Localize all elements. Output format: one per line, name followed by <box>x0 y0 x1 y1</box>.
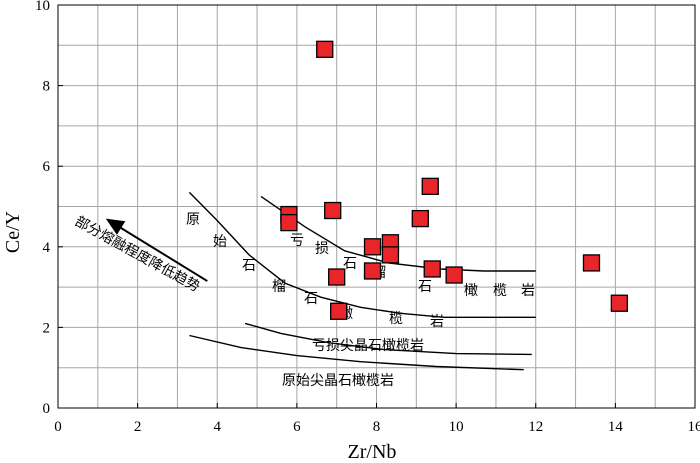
y-axis-title: Ce/Y <box>2 211 24 253</box>
primitive-garnet-label-char: 石 <box>304 291 318 307</box>
depleted-garnet-label-char: 亏 <box>290 233 304 249</box>
data-point <box>324 201 342 220</box>
trend-arrow-line <box>120 227 208 282</box>
data-point <box>330 302 348 320</box>
axis-ticks: 0 2 4 6 8 10 12 14 16 0 2 4 6 8 10 <box>35 0 700 435</box>
depleted-garnet-label-char: 石 <box>343 256 357 272</box>
x-tick-label: 8 <box>373 419 381 435</box>
x-tick-label: 6 <box>293 419 301 435</box>
y-tick-label: 10 <box>35 0 50 14</box>
depleted-garnet-label-char: 榄 <box>493 283 507 299</box>
data-point <box>582 254 601 272</box>
boundary-curve <box>244 322 532 356</box>
primitive-garnet-label-char: 岩 <box>430 314 444 330</box>
x-tick-label: 16 <box>688 419 700 435</box>
y-tick-label: 8 <box>43 79 51 95</box>
primitive-garnet-label-char: 始 <box>213 234 227 250</box>
melting-trend-arrow <box>105 218 208 282</box>
depleted-garnet-label-char: 橄 <box>464 283 478 299</box>
data-point <box>363 238 382 256</box>
primitive-garnet-label-char: 榄 <box>389 311 403 327</box>
primitive-garnet-label-char: 原 <box>186 212 200 228</box>
grid-lines <box>58 5 695 408</box>
data-point <box>280 213 298 232</box>
data-point <box>328 268 346 286</box>
data-point <box>381 246 400 264</box>
depleted-garnet-label-char: 石 <box>418 279 432 295</box>
y-tick-label: 4 <box>43 240 51 256</box>
x-tick-label: 10 <box>449 419 464 435</box>
primitive-spinel-label: 原始尖晶石橄榄岩 <box>282 373 394 389</box>
x-axis-title: Zr/Nb <box>348 441 397 463</box>
boundary-curve <box>188 191 536 318</box>
data-point <box>423 260 441 278</box>
y-tick-label: 6 <box>43 159 51 175</box>
x-tick-label: 4 <box>214 419 222 435</box>
data-points <box>280 40 629 320</box>
y-tick-label: 2 <box>43 320 51 336</box>
x-tick-label: 12 <box>528 419 543 435</box>
trend-arrow-head <box>105 218 126 235</box>
data-point <box>316 40 334 58</box>
depleted-spinel-label: 亏损尖晶石橄榄岩 <box>312 338 424 354</box>
depleted-garnet-label-char: 岩 <box>521 283 535 299</box>
primitive-garnet-label-char: 石 <box>242 258 256 274</box>
x-tick-label: 2 <box>134 419 142 435</box>
data-point <box>610 294 629 312</box>
data-point <box>421 177 439 196</box>
boundary-curve <box>189 334 524 371</box>
x-tick-label: 14 <box>608 419 624 435</box>
data-point <box>445 266 463 284</box>
x-tick-label: 0 <box>54 419 62 435</box>
primitive-garnet-label-char: 榴 <box>272 279 286 295</box>
region-labels: 部分熔融程度降低趋势 亏损尖晶石橄榄岩 原始尖晶石橄榄岩 原始石榴石橄榄岩亏损石… <box>72 212 535 389</box>
depleted-garnet-label-char: 损 <box>315 241 329 257</box>
data-point <box>363 262 382 280</box>
data-point <box>411 209 429 228</box>
y-tick-label: 0 <box>43 401 51 417</box>
